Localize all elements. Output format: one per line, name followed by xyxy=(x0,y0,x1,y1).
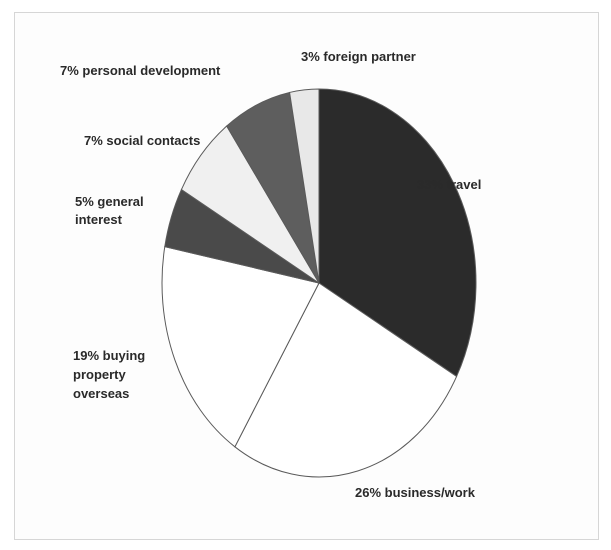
slice-label-2: 19% buying property overseas xyxy=(73,348,145,401)
slice-label-5: 7% personal development xyxy=(60,63,221,78)
pie-slice-1 xyxy=(234,282,458,478)
pie-slice-2 xyxy=(161,246,320,448)
pie-slice-0 xyxy=(318,88,477,378)
slice-label-4: 7% social contacts xyxy=(84,133,200,148)
slice-label-6: 3% foreign partner xyxy=(301,49,416,64)
slice-label-0: 33% travel xyxy=(417,177,481,192)
pie-slice-6 xyxy=(289,88,320,284)
slice-label-1: 26% business/work xyxy=(355,485,476,500)
slice-label-3: 5% general interest xyxy=(75,194,144,227)
